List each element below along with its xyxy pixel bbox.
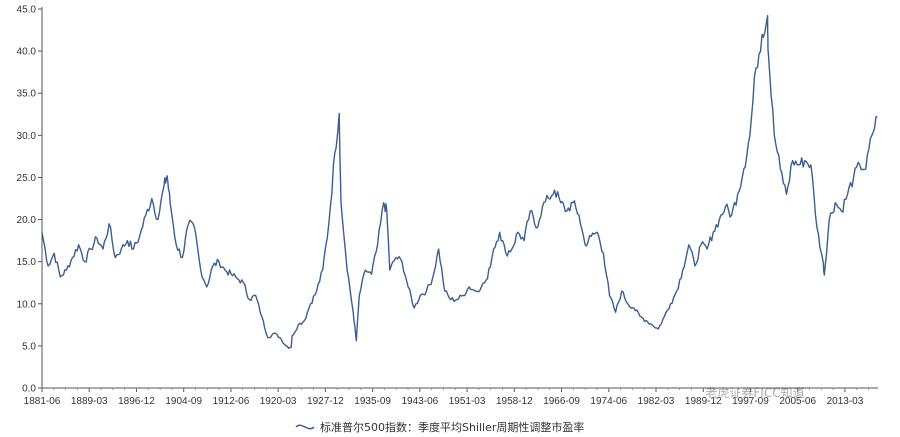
x-tick-label: 1881-06 — [24, 396, 61, 407]
y-tick-label: 45.0 — [17, 5, 37, 16]
legend-label: 标准普尔500指数：季度平均Shiller周期性调整市盈率 — [320, 420, 584, 434]
x-tick-label: 1997-09 — [732, 396, 769, 407]
x-tick-label: 1920-03 — [260, 396, 297, 407]
x-tick-label: 1904-09 — [165, 396, 202, 407]
x-tick-label: 1935-09 — [354, 396, 391, 407]
x-tick-label: 1974-06 — [590, 396, 627, 407]
y-tick-label: 20.0 — [17, 215, 37, 226]
legend: 标准普尔500指数：季度平均Shiller周期性调整市盈率 — [295, 420, 584, 434]
y-tick-label: 5.0 — [22, 341, 36, 352]
x-tick-label: 1912-06 — [213, 396, 250, 407]
x-tick-label: 1889-03 — [71, 396, 108, 407]
x-tick-label: 1896-12 — [118, 396, 155, 407]
x-tick-label: 1958-12 — [496, 396, 533, 407]
x-tick-label: 1951-03 — [449, 396, 486, 407]
y-tick-label: 35.0 — [17, 89, 37, 100]
x-tick-label: 1943-06 — [402, 396, 439, 407]
x-tick-label: 2005-06 — [779, 396, 816, 407]
y-tick-label: 25.0 — [17, 173, 37, 184]
y-tick-label: 40.0 — [17, 47, 37, 58]
watermark-text: 老虎证券FICC知道 — [705, 385, 804, 400]
y-tick-label: 0.0 — [22, 384, 36, 395]
x-tick-label: 2013-03 — [827, 396, 864, 407]
x-tick-label: 1982-03 — [638, 396, 675, 407]
y-tick-label: 10.0 — [17, 299, 37, 310]
y-tick-label: 30.0 — [17, 131, 37, 142]
legend-line-icon — [295, 424, 315, 430]
plot-area: 0.0 5.0 10.0 15.0 20.0 25.0 30.0 35.0 40.0 45.0 18… — [17, 5, 878, 407]
y-tick-label: 15.0 — [17, 257, 37, 268]
x-tick-label: 1989-12 — [685, 396, 722, 407]
x-tick-label: 1966-09 — [543, 396, 580, 407]
x-tick-label: 1927-12 — [307, 396, 344, 407]
series-line — [41, 15, 878, 349]
